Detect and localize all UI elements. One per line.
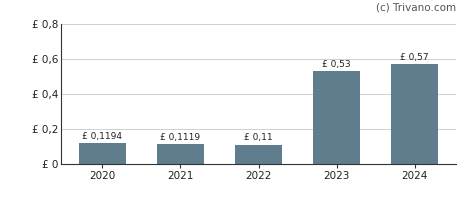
Text: (c) Trivano.com: (c) Trivano.com (376, 3, 456, 13)
Text: £ 0,1194: £ 0,1194 (82, 132, 123, 141)
Bar (391, 64, 438, 164)
Text: £ 0,57: £ 0,57 (400, 53, 429, 62)
Bar (313, 71, 360, 164)
Text: £ 0,11: £ 0,11 (244, 133, 273, 142)
Bar (235, 145, 282, 164)
Bar (157, 144, 204, 164)
Bar (79, 143, 126, 164)
Text: £ 0,1119: £ 0,1119 (160, 133, 201, 142)
Text: £ 0,53: £ 0,53 (322, 60, 351, 69)
